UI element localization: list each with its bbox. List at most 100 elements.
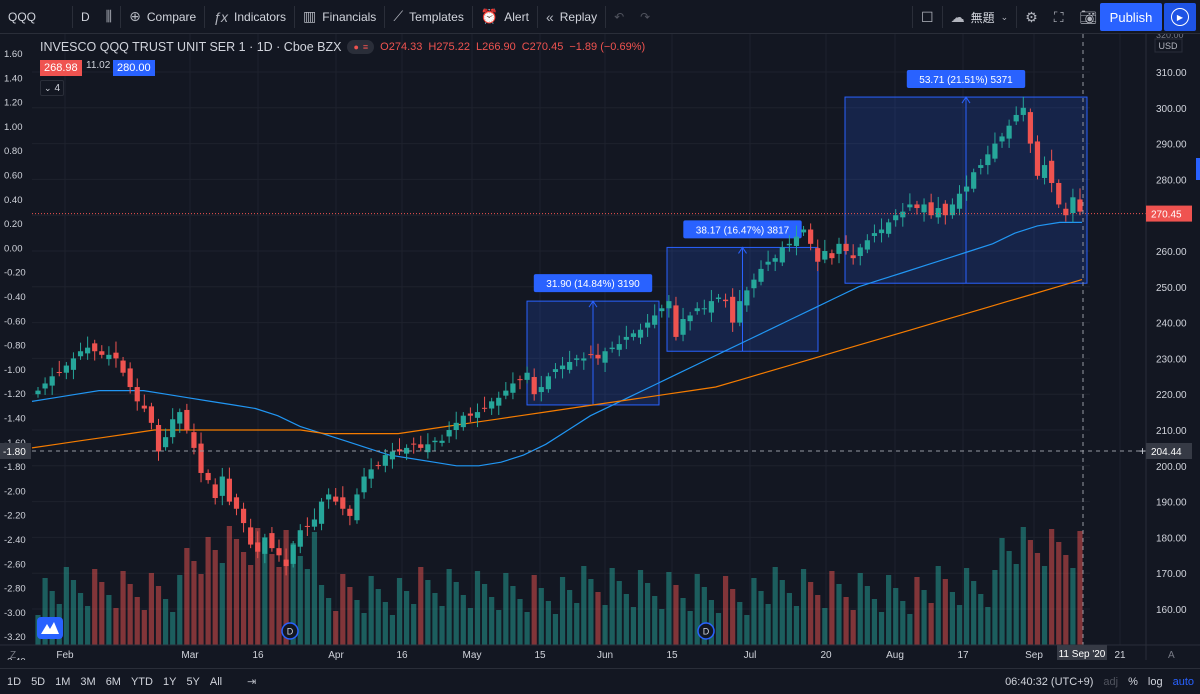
percent-toggle[interactable]: % [1128,676,1138,688]
layout-button[interactable]: ☐ [913,0,942,34]
indicators-button[interactable]: ƒx Indicators [205,0,294,34]
left-scale-label: -2.00 [4,486,26,497]
volume-bar [205,537,211,645]
range-5y[interactable]: 5Y [186,675,200,688]
candle-body [971,172,977,189]
compare-button[interactable]: ⊕ Compare [121,0,204,34]
right-scale-label: 280.00 [1156,175,1187,186]
candle-body [503,390,509,396]
left-scale-label: -0.80 [4,341,26,352]
fullscreen-button[interactable]: ⛶ [1046,0,1072,34]
candle-body [35,390,41,395]
volume-bar [737,602,743,645]
right-scale-label: 230.00 [1156,354,1187,365]
right-scale-label: 220.00 [1156,390,1187,401]
volume-bar [609,568,615,645]
redo-button[interactable]: ↷ [632,0,658,34]
symbol-search[interactable]: QQQ [0,0,72,34]
volume-bar [184,548,190,645]
bid-price-button[interactable]: 268.98 [40,60,82,76]
publish-button[interactable]: Publish [1100,3,1162,31]
candle-body [871,233,878,236]
candle-body [212,484,218,499]
range-1m[interactable]: 1M [55,675,71,688]
candle-body [779,247,785,263]
candle-body [666,301,672,309]
volume-bar [595,592,601,645]
candle-body [396,449,403,452]
candle-body [829,253,835,259]
volume-bar [850,610,856,645]
candle-body [921,204,927,213]
candle-body [439,440,445,443]
bar-style-button[interactable]: ⫼ [98,0,120,34]
candle-body [134,387,140,402]
right-price-scale[interactable]: 320.00USD310.00300.00290.00280.00270.002… [1145,34,1200,660]
candle-body [552,369,559,373]
candle-body [318,501,325,524]
candle-body [276,548,282,556]
settings-button[interactable]: ⚙ [1017,0,1046,34]
right-scale-label: 310.00 [1156,68,1187,79]
interval-button[interactable]: D [73,0,98,34]
dividend-marker [281,622,299,640]
candle-body [403,447,410,454]
time-scale-label: 15 [534,650,546,660]
candle-body [1063,208,1069,216]
volume-bar [956,605,963,645]
publish-video-button[interactable]: ▶ [1164,3,1196,31]
volume-bar [269,554,275,645]
range-all[interactable]: All [209,675,223,688]
replay-button[interactable]: « Replay [538,0,605,34]
top-toolbar: QQQ D ⫼ ⊕ Compare ƒx Indicators ▥ Financ… [0,0,1200,34]
snapshot-button[interactable]: 📷︎ [1072,0,1106,34]
indicators-collapse-button[interactable]: ⌄ 4 [40,80,64,96]
volume-bar [127,584,133,645]
undo-button[interactable]: ↶ [606,0,632,34]
candles [35,96,1083,576]
price-chart[interactable]: 31.90 (14.84%) 3190 38.17 (16.47%) 3817 53… [0,34,1200,660]
templates-button[interactable]: ⟋ Templates [385,0,472,34]
range-1d[interactable]: 1D [7,675,22,688]
right-scale-label: 180.00 [1156,533,1187,544]
candle-body [148,406,155,423]
ask-price-button[interactable]: 280.00 [113,60,155,76]
series-title[interactable]: INVESCO QQQ TRUST UNIT SER 1 · 1D · Cboe… [40,40,342,54]
divider [941,6,943,28]
range-ytd[interactable]: YTD [130,675,153,688]
candle-body [850,255,856,259]
tradingview-logo-mark [41,622,59,634]
clock[interactable]: 06:40:32 (UTC+9) [1005,676,1094,688]
goto-date-icon[interactable]: ⇥ [247,676,257,688]
volume-bar [886,575,892,645]
log-toggle[interactable]: log [1147,676,1163,688]
moving-averages [31,221,1083,467]
candle-body [460,415,466,428]
adj-toggle[interactable]: adj [1103,676,1119,688]
time-scale-label: 17 [957,650,969,660]
volume-bar [474,571,481,645]
candle-body [800,229,807,233]
candle-body [999,136,1005,142]
volume-bar [666,572,672,645]
interval-label: D [81,9,90,24]
volume-bar [489,597,495,645]
range-5d[interactable]: 5D [31,675,46,688]
volume-bar [1056,542,1062,645]
range-3m[interactable]: 3M [80,675,96,688]
auto-toggle[interactable]: auto [1172,676,1194,688]
visibility-toggle[interactable]: ● ≡ [347,40,375,54]
publish-label: Publish [1109,9,1153,25]
range-1y[interactable]: 1Y [162,675,177,688]
volume-bar [871,599,878,645]
candle-body [751,279,757,289]
candles-icon: ⫼ [105,8,113,24]
range-6m[interactable]: 6M [105,675,121,688]
save-layout-button[interactable]: ☁ 無題 ⌄ [943,0,1017,34]
volume-bar [283,530,289,645]
financials-button[interactable]: ▥ Financials [295,0,384,34]
time-scale[interactable]: Feb Mar 16 Apr 16 May 15 Jun 15 Jul 20 Aug 17 Sep 21 11… [0,644,1200,660]
alert-button[interactable]: ⏰ Alert [473,0,537,34]
candle-body [425,444,431,453]
left-price-scale[interactable]: 1.60 1.40 1.20 1.00 0.80 0.60 0.40 0.20 0.00 -0.2… [0,49,31,660]
